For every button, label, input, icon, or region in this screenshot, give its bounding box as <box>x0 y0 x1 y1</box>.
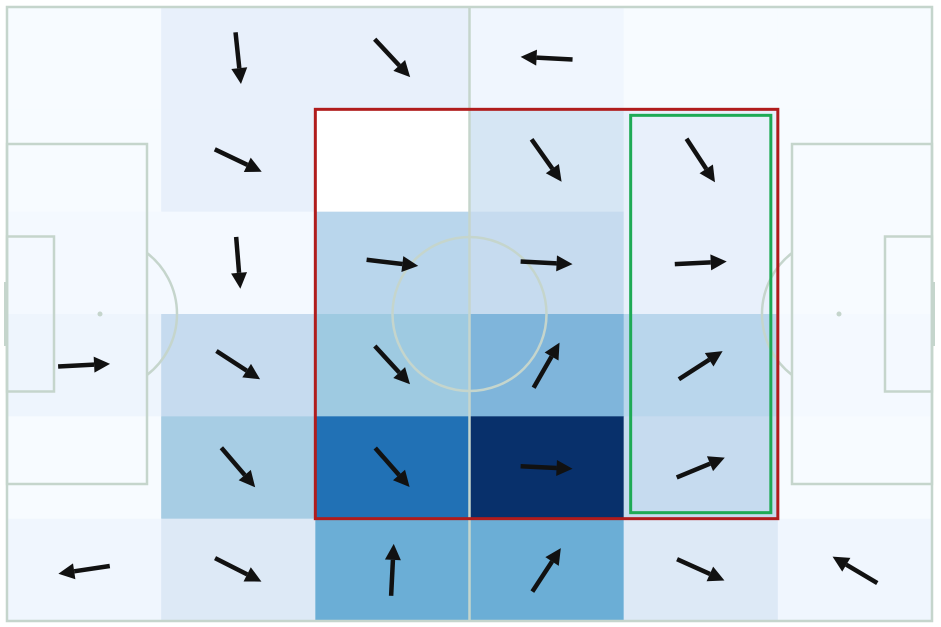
flow-arrow <box>832 556 879 586</box>
green-zone <box>629 113 773 515</box>
flow-arrow <box>520 49 573 66</box>
flow-arrow-shaft <box>531 355 554 389</box>
heatmap-cell <box>623 7 779 110</box>
flow-arrow-shaft <box>520 259 557 266</box>
flow-arrow <box>373 446 410 488</box>
flow-arrow-head <box>401 256 419 272</box>
flow-arrow-head <box>699 164 715 183</box>
flow-arrow <box>674 254 727 271</box>
flow-arrow-shaft <box>373 37 401 68</box>
flow-arrow-shaft <box>233 236 242 273</box>
flow-arrow-shaft <box>219 446 247 477</box>
flow-arrow-head <box>238 469 256 488</box>
heatmap-cell <box>777 314 933 417</box>
flow-arrow <box>58 563 111 580</box>
flow-arrow <box>675 456 725 480</box>
highlight-zones <box>313 107 780 521</box>
flow-arrow-shaft <box>58 362 95 369</box>
flow-arrow-head <box>393 367 411 385</box>
flow-arrow <box>231 32 248 85</box>
heatmap-cell <box>315 109 470 213</box>
heatmap-cell <box>777 109 933 213</box>
heatmap-cell <box>777 7 933 110</box>
flow-arrow <box>219 446 256 488</box>
flow-arrow-shaft <box>213 147 249 167</box>
flow-arrow-shaft <box>373 446 401 477</box>
flow-arrow <box>520 255 573 272</box>
heatmap-cell <box>7 109 162 213</box>
flow-arrow <box>58 356 111 373</box>
right-goal <box>931 282 935 346</box>
flow-arrow-shaft <box>388 559 396 596</box>
heatmap-cells <box>7 7 933 622</box>
center-circle <box>391 235 548 393</box>
flow-arrow <box>531 342 560 389</box>
flow-arrow-head <box>706 566 725 582</box>
flow-arrow <box>366 256 419 272</box>
flow-arrow <box>373 37 411 78</box>
flow-arrow <box>530 548 561 593</box>
flow-arrow-head <box>231 272 248 289</box>
left-penalty-spot <box>97 311 103 317</box>
flow-arrow-head <box>710 254 727 271</box>
flow-arrow-shaft <box>366 257 403 267</box>
flow-arrow <box>215 349 261 380</box>
flow-arrow-shaft <box>529 137 555 170</box>
flow-arrow <box>676 557 725 582</box>
flow-arrow <box>520 460 573 476</box>
flow-arrow <box>373 344 411 385</box>
flow-arrow <box>214 556 262 582</box>
heatmap-cell <box>7 7 162 110</box>
flow-arrow-head <box>544 342 560 361</box>
flow-arrow-shaft <box>520 463 557 471</box>
flow-arrow-shaft <box>73 563 111 574</box>
flow-arrow-shaft <box>530 560 554 593</box>
flow-arrow-shaft <box>676 557 711 576</box>
flow-arrow-head <box>393 60 411 78</box>
heatmap-cell <box>777 416 933 520</box>
flow-arrows <box>58 32 879 596</box>
flow-arrow-shaft <box>684 137 709 171</box>
flow-arrow-head <box>520 49 537 66</box>
flow-arrow-head <box>243 157 262 173</box>
flow-arrow-head <box>832 556 851 572</box>
flow-arrow-head <box>545 164 562 182</box>
flow-arrow-head <box>58 563 76 580</box>
flow-arrow-head <box>556 460 573 476</box>
flow-arrow-head <box>704 351 723 367</box>
flow-arrow <box>213 147 262 173</box>
flow-arrow-shaft <box>845 562 879 586</box>
left-goal <box>4 282 8 346</box>
flow-arrow-head <box>384 543 401 561</box>
flow-arrow-shaft <box>214 556 249 577</box>
flow-arrow <box>529 137 562 182</box>
left-penalty-arc <box>146 252 179 376</box>
heatmap-cell <box>7 416 162 520</box>
flow-arrow <box>684 137 715 183</box>
heatmap-cell <box>7 211 162 315</box>
red-zone <box>313 107 780 521</box>
flow-arrow-head <box>93 356 111 373</box>
flow-arrow <box>677 351 723 382</box>
flow-arrow-head <box>706 456 725 472</box>
flow-arrow-shaft <box>233 32 242 69</box>
flow-arrow-head <box>231 67 248 85</box>
flow-arrow-shaft <box>677 357 711 382</box>
flow-arrow <box>384 543 401 596</box>
right-penalty-spot <box>836 311 842 317</box>
flow-arrow-head <box>545 548 561 566</box>
flow-arrow-shaft <box>536 55 573 62</box>
flow-arrow-shaft <box>675 461 711 480</box>
flow-arrow-head <box>556 255 573 272</box>
flow-arrow <box>231 236 248 289</box>
heatmap-cell <box>777 211 933 315</box>
flow-arrow-shaft <box>215 349 248 373</box>
flow-arrow-head <box>393 469 410 488</box>
flow-arrow-head <box>243 567 262 582</box>
flow-arrow-head <box>242 363 261 380</box>
flow-arrow-shaft <box>373 344 401 375</box>
flow-arrow-shaft <box>674 260 711 267</box>
